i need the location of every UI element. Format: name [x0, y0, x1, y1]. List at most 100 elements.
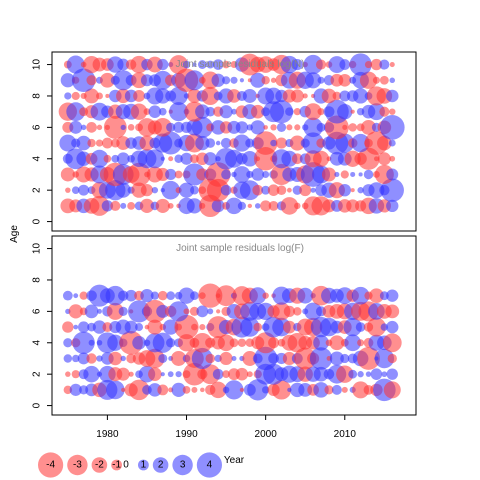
residual-bubble — [158, 353, 168, 363]
legend-label: 1 — [141, 460, 147, 471]
residual-bubble — [346, 199, 360, 213]
x-axis: 1980 1990 2000 2010 — [96, 414, 356, 440]
residual-bubble — [294, 124, 301, 131]
residual-bubble — [385, 89, 399, 103]
residual-bubble — [79, 291, 88, 300]
residual-bubble — [198, 283, 223, 308]
residual-bubble — [281, 150, 298, 167]
residual-bubble — [65, 371, 71, 377]
residual-bubble — [231, 355, 237, 361]
residual-bubble — [250, 72, 266, 88]
residual-bubble — [186, 198, 203, 214]
residual-bubble — [275, 137, 288, 149]
residual-bubble — [350, 188, 355, 193]
residual-bubble — [305, 72, 322, 89]
residual-bubble — [225, 197, 243, 215]
residual-bubble — [363, 169, 374, 180]
residual-bubble — [62, 321, 74, 333]
residual-bubble — [118, 290, 129, 301]
residual-bubble — [163, 319, 179, 335]
legend-bubble — [91, 457, 108, 473]
residual-bubble — [88, 339, 95, 346]
residual-bubble — [63, 385, 73, 395]
residual-bubble — [195, 104, 210, 119]
legend-bubble — [138, 459, 149, 471]
residual-bubble — [150, 291, 159, 300]
residual-bubble — [350, 109, 355, 114]
residual-bubble — [211, 73, 225, 87]
residual-bubble — [229, 338, 239, 348]
residual-bubble — [276, 122, 287, 133]
residual-bubble — [215, 285, 237, 307]
residual-bubble — [167, 371, 174, 378]
residual-bubble — [341, 386, 348, 393]
residual-bubble — [239, 180, 260, 201]
residual-bubble — [272, 302, 291, 321]
panel-bottom-y-axis: 0 2 4 6 8 10 — [32, 243, 53, 408]
residual-bubble — [357, 347, 380, 370]
residual-bubble — [169, 102, 189, 122]
residual-bubble — [60, 73, 75, 88]
residual-bubble — [383, 381, 401, 399]
residual-bubble — [105, 285, 126, 306]
residual-bubble — [96, 124, 103, 131]
residual-bubble — [379, 115, 405, 140]
residual-bubble — [386, 199, 399, 213]
y-tick-label: 10 — [32, 243, 43, 255]
residual-bubble — [205, 106, 216, 117]
residual-bubble — [348, 123, 357, 132]
residual-bubble — [262, 292, 269, 299]
residual-bubble — [168, 156, 174, 162]
residual-bubble — [166, 291, 176, 301]
residual-bubble — [219, 351, 233, 366]
residual-bubble — [178, 182, 195, 198]
residual-bubble — [200, 364, 221, 385]
residual-bubble — [235, 121, 249, 134]
residual-bubble — [370, 368, 383, 380]
residual-bubble — [69, 120, 83, 134]
residual-bubble — [268, 200, 279, 211]
residual-bubble — [386, 289, 399, 302]
residual-bubble — [242, 88, 257, 103]
residual-bubble — [270, 77, 277, 83]
x-axis-title: Year — [224, 455, 245, 466]
residual-bubble — [65, 187, 71, 193]
residual-bubble — [108, 351, 123, 366]
residual-bubble — [303, 117, 323, 138]
residual-bubble — [78, 321, 90, 333]
y-tick-label: 0 — [32, 218, 43, 224]
y-tick-label: 6 — [32, 124, 43, 130]
residual-bubble — [182, 60, 191, 69]
residual-bubble — [207, 308, 214, 315]
residual-bubble — [302, 132, 324, 154]
residual-bubble — [387, 353, 397, 364]
legend-label: -3 — [73, 460, 82, 471]
residual-bubble — [292, 185, 302, 195]
legend-label: 4 — [207, 460, 213, 471]
residual-bubble — [127, 124, 135, 131]
residual-bubble — [182, 386, 191, 394]
residual-bubble — [247, 379, 269, 401]
residual-bubble — [337, 103, 353, 120]
residual-bubble — [178, 287, 195, 304]
residual-bubble — [155, 88, 171, 104]
residual-bubble — [63, 338, 73, 348]
residual-bubble — [379, 106, 390, 117]
residual-bubble — [338, 73, 352, 87]
residual-bubble — [289, 135, 305, 151]
residual-bubble — [155, 198, 170, 213]
legend-bubble — [196, 452, 222, 478]
panel-bottom-bubbles — [62, 283, 402, 402]
residual-bubble — [212, 368, 224, 380]
residual-bubble — [316, 122, 326, 132]
residual-bubble — [389, 62, 395, 68]
residual-bubble — [262, 386, 270, 394]
residual-bubble — [140, 184, 154, 197]
residual-bubble — [310, 187, 316, 193]
residual-bubble — [280, 55, 299, 74]
residual-bubble — [268, 353, 279, 364]
residual-bubble — [156, 304, 170, 318]
residual-bubble — [294, 202, 301, 210]
residual-bubble — [361, 119, 376, 135]
residual-bubble — [105, 380, 125, 400]
